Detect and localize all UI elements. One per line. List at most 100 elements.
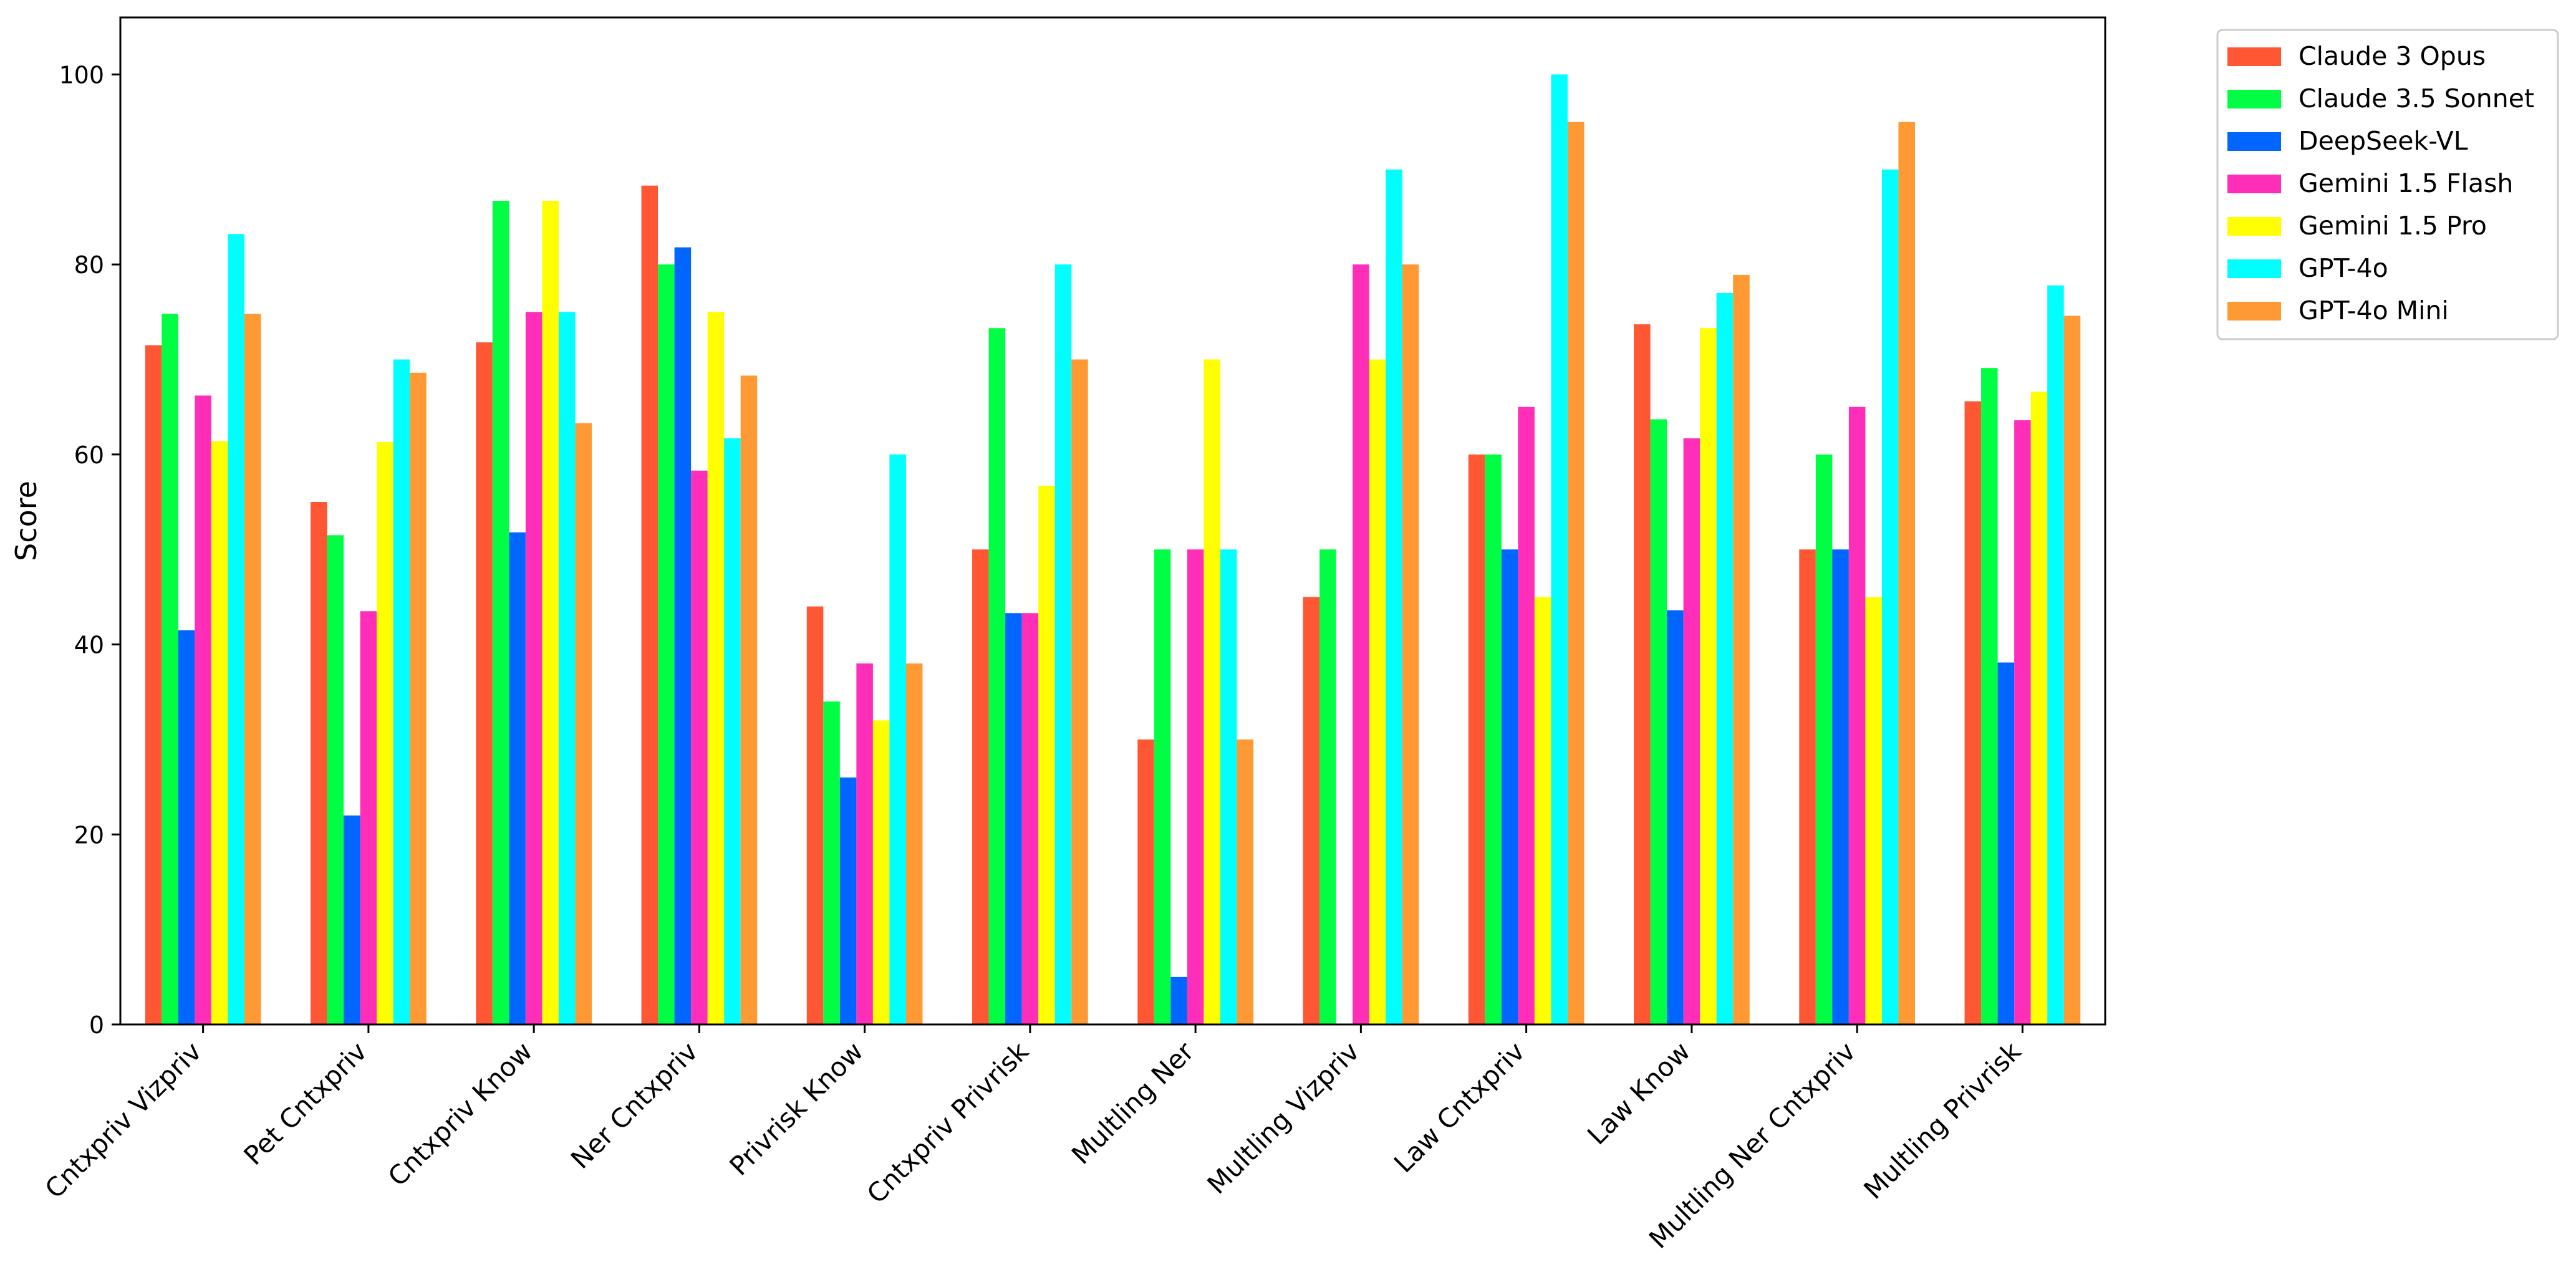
bar (1501, 549, 1518, 1024)
legend-swatch (2227, 90, 2281, 108)
bar (1848, 407, 1866, 1024)
bar (1881, 169, 1899, 1025)
plot-area-frame (119, 16, 2106, 1026)
bar (1402, 264, 1419, 1024)
bar (641, 185, 658, 1024)
bar (1567, 122, 1585, 1024)
bar (1716, 292, 1734, 1025)
legend-label: GPT-4o (2299, 253, 2388, 283)
x-axis: Cntxpriv Vizpriv Pet Cntxpriv Cntxpriv Kno… (39, 1024, 2027, 1255)
bar (2047, 285, 2064, 1025)
bar (740, 375, 758, 1024)
bar (1650, 419, 1667, 1024)
bar (509, 532, 526, 1024)
bar (1733, 274, 1750, 1025)
bar (1551, 74, 1568, 1025)
legend: Claude 3 Opus Claude 3.5 Sonnet DeepSeek-V… (2216, 29, 2559, 340)
bar (162, 314, 178, 1024)
bar (1981, 368, 1998, 1024)
bar (1303, 597, 1320, 1024)
bar (1353, 264, 1369, 1024)
legend-swatch (2227, 302, 2281, 320)
bar (145, 345, 162, 1025)
bar (1683, 438, 1700, 1024)
y-tick-label: 100 (59, 61, 104, 89)
bar (1700, 328, 1717, 1024)
bar (2014, 420, 2031, 1024)
bar (1220, 549, 1237, 1024)
bar (1667, 610, 1684, 1024)
x-tick-label: Multling Privrisk (1858, 1036, 2027, 1205)
y-tick-label: 0 (89, 1011, 104, 1039)
legend-swatch (2227, 259, 2281, 278)
y-tick-label: 80 (74, 251, 104, 279)
x-tick-label: Law Cntxpriv (1388, 1036, 1531, 1178)
bars-layer (145, 74, 2081, 1025)
bar (1319, 549, 1336, 1024)
bar (1071, 359, 1088, 1025)
legend-label: Claude 3.5 Sonnet (2299, 84, 2534, 113)
bar (195, 395, 211, 1024)
bar (492, 201, 509, 1024)
bar (327, 535, 344, 1024)
bar (691, 470, 708, 1024)
bar (1468, 454, 1485, 1024)
y-tick-label: 60 (74, 441, 104, 469)
legend-label: DeepSeek-VL (2299, 126, 2468, 156)
bar (707, 312, 725, 1025)
bar (1386, 169, 1402, 1025)
bar (244, 314, 261, 1024)
bar (823, 701, 840, 1024)
bar (658, 264, 675, 1024)
x-tick-label: Law Know (1581, 1036, 1696, 1150)
bar (1054, 264, 1072, 1024)
bar (1021, 613, 1039, 1024)
bar (228, 234, 244, 1025)
bar (988, 328, 1006, 1024)
bar (2063, 316, 2081, 1025)
bar (178, 630, 195, 1024)
x-tick-label: Multling Ner (1066, 1036, 1200, 1170)
bar (889, 454, 906, 1024)
legend-swatch (2227, 217, 2281, 236)
x-tick-label: Ner Cntxpriv (565, 1036, 703, 1174)
bar (1865, 597, 1882, 1024)
bar (1518, 407, 1535, 1024)
bar (1204, 359, 1220, 1025)
x-tick-label: Multling Vizpriv (1201, 1036, 1365, 1200)
bar (476, 342, 493, 1024)
x-tick-label: Cntxpriv Know (382, 1036, 539, 1192)
bar (1964, 401, 1982, 1024)
legend-label: Claude 3 Opus (2299, 41, 2486, 71)
bar (311, 502, 327, 1024)
legend-swatch (2227, 47, 2281, 66)
bar (972, 549, 989, 1024)
bar (393, 359, 410, 1025)
bar (674, 247, 692, 1025)
legend-label: GPT-4o Mini (2299, 296, 2449, 325)
y-tick-label: 40 (74, 632, 104, 659)
x-tick-label: Privrisk Know (723, 1036, 869, 1181)
bar (2030, 392, 2048, 1024)
legend-box (2216, 29, 2559, 340)
bar (575, 423, 592, 1024)
bar (377, 442, 393, 1024)
legend-label: Gemini 1.5 Flash (2299, 168, 2513, 198)
bar (344, 815, 360, 1024)
bar (360, 611, 377, 1024)
bar (1170, 976, 1187, 1024)
legend-swatch (2227, 175, 2281, 193)
bar (1137, 739, 1154, 1024)
bar (558, 312, 576, 1025)
x-tick-label: Cntxpriv Privrisk (861, 1036, 1035, 1210)
legend-swatch (2227, 132, 2281, 151)
bar (1799, 549, 1816, 1024)
bar (1237, 739, 1253, 1024)
bar (525, 312, 543, 1025)
bar (1815, 454, 1833, 1024)
x-tick-label: Pet Cntxpriv (238, 1036, 373, 1171)
bar (1534, 597, 1551, 1024)
bar (1898, 122, 1915, 1024)
bar (1634, 324, 1651, 1024)
